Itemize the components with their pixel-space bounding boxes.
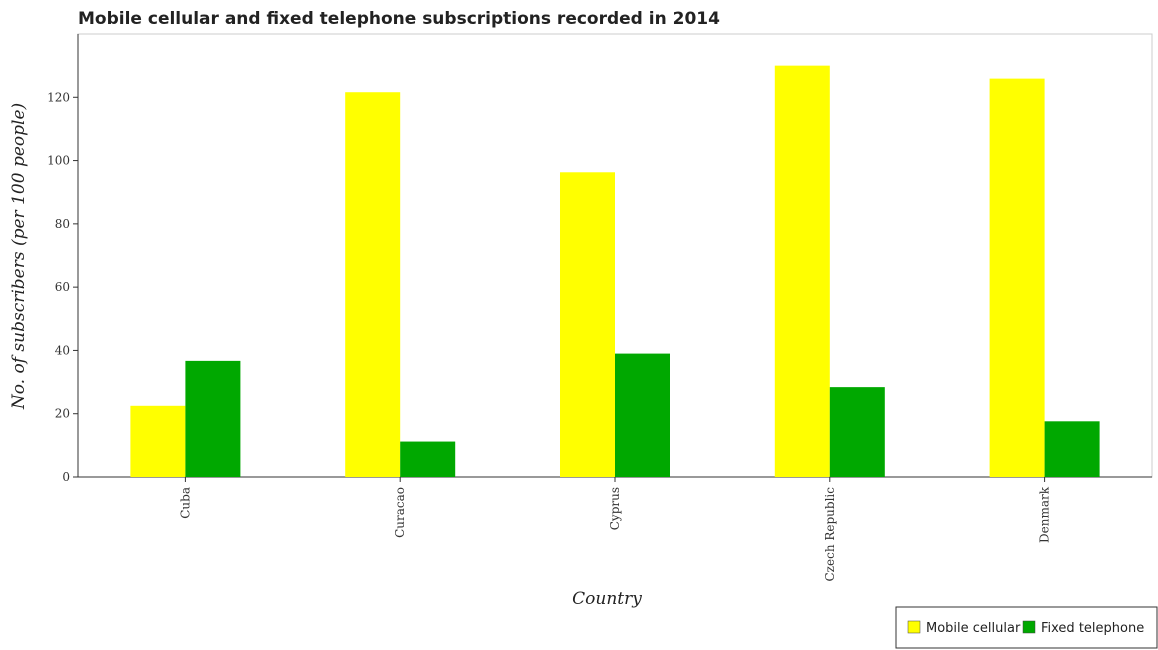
- x-axis: Cuba Curacao Cyprus Czech Republic Denmark: [78, 476, 1152, 582]
- bars: [130, 65, 1100, 478]
- bar-fixed-telephone: [1044, 421, 1100, 477]
- legend-label: Fixed telephone: [1041, 621, 1144, 636]
- x-tick-label: Cuba: [178, 487, 192, 519]
- legend: Mobile cellular Fixed telephone: [895, 606, 1158, 649]
- x-tick-label: Czech Republic: [823, 487, 837, 582]
- legend-label: Mobile cellular: [926, 621, 1021, 636]
- y-tick-label: 100: [47, 154, 70, 168]
- x-axis-label: Country: [572, 589, 642, 609]
- bar-fixed-telephone: [400, 441, 456, 477]
- y-axis: 0 20 40 60 80 100 120: [47, 34, 79, 484]
- x-tick-label: Curacao: [393, 487, 407, 538]
- y-tick-label: 20: [55, 407, 70, 421]
- y-axis-label: No. of subscribers (per 100 people): [9, 103, 29, 410]
- y-tick-label: 0: [62, 470, 70, 484]
- bar-mobile-cellular: [989, 78, 1045, 478]
- legend-swatch: [907, 620, 921, 634]
- y-tick-label: 80: [55, 217, 70, 231]
- x-tick-label: Denmark: [1038, 486, 1052, 543]
- bar-fixed-telephone: [829, 387, 885, 477]
- x-tick-label: Cyprus: [608, 487, 622, 530]
- y-tick-label: 60: [55, 280, 70, 294]
- bar-mobile-cellular: [345, 92, 401, 478]
- bar-mobile-cellular: [560, 172, 615, 477]
- bar-fixed-telephone: [615, 353, 670, 477]
- chart-title: Mobile cellular and fixed telephone subs…: [78, 9, 720, 29]
- bar-mobile-cellular: [130, 405, 186, 477]
- legend-swatch: [1022, 620, 1036, 634]
- y-tick-label: 120: [47, 90, 70, 104]
- bar-mobile-cellular: [774, 65, 830, 478]
- bar-fixed-telephone: [185, 360, 241, 477]
- y-tick-label: 40: [55, 343, 70, 357]
